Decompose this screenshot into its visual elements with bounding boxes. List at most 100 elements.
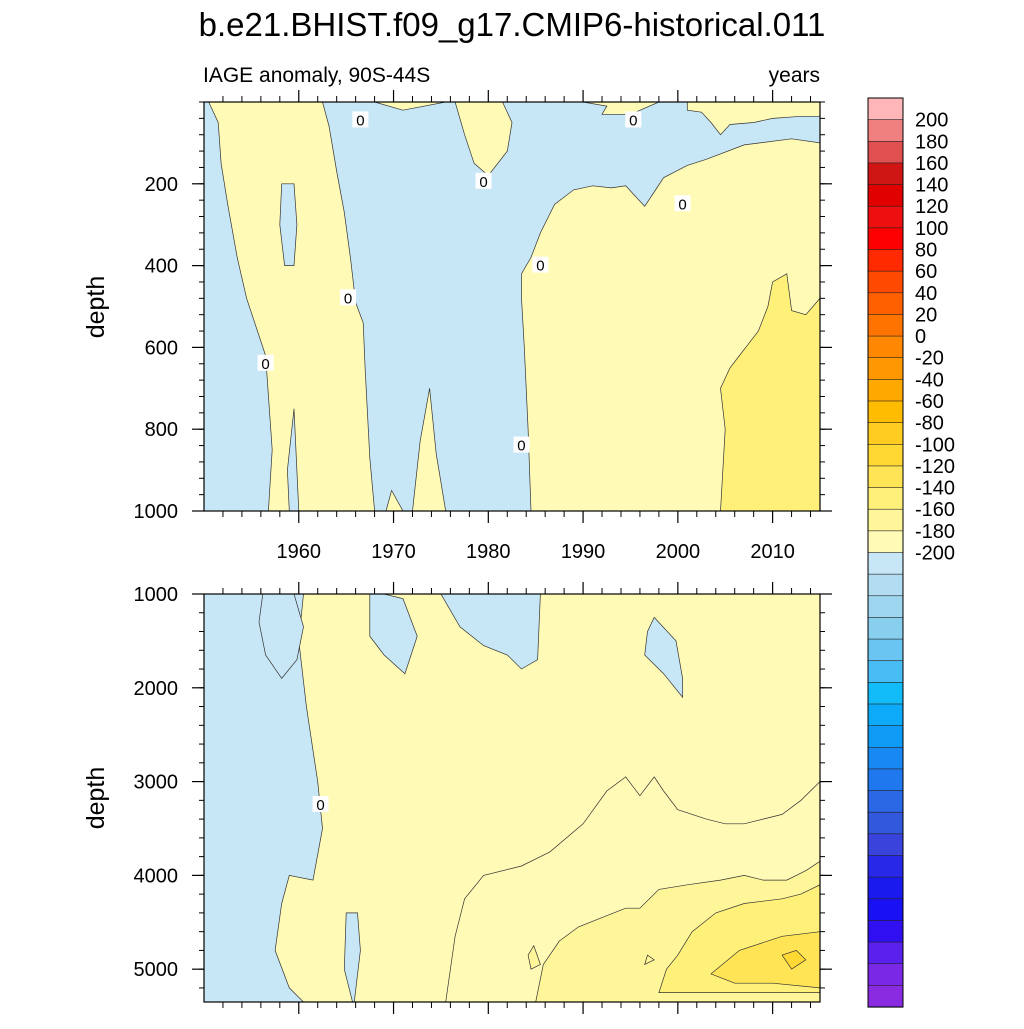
colorbar-swatch	[867, 97, 904, 121]
y-tick-label: 400	[145, 256, 178, 278]
colorbar-label: 200	[915, 110, 948, 132]
x-tick-label: 2010	[750, 541, 795, 563]
plot-frame	[203, 593, 821, 1003]
x-tick-label: 2000	[656, 541, 701, 563]
colorbar-label: -40	[915, 369, 944, 391]
colorbar-swatch	[867, 400, 904, 424]
contour-label-box	[352, 111, 369, 128]
colorbar-label: 160	[915, 153, 948, 175]
colorbar-swatch	[867, 508, 904, 532]
contour-label: 0	[678, 196, 686, 213]
colorbar-label: -200	[915, 543, 955, 565]
colorbar-label: 100	[915, 218, 948, 240]
colorbar-frame	[867, 97, 904, 1008]
colorbar-swatch	[867, 162, 904, 186]
colorbar-swatch	[867, 530, 904, 554]
colorbar-swatch	[867, 768, 904, 792]
contour-region	[454, 102, 513, 177]
lower-y-axis-label: depth	[82, 767, 110, 830]
colorbar-label: -160	[915, 499, 955, 521]
colorbar-label: -60	[915, 391, 944, 413]
contour-label: 0	[261, 356, 269, 373]
colorbar-swatch	[867, 487, 904, 510]
y-tick-label: 1000	[134, 584, 179, 606]
x-tick-label: 1970	[371, 541, 416, 563]
colorbar-swatch	[867, 855, 904, 878]
colorbar-swatch	[867, 335, 904, 359]
contour-region	[527, 944, 541, 970]
colorbar-label: 80	[915, 240, 937, 262]
colorbar-swatch	[867, 205, 904, 229]
colorbar-label: -80	[915, 413, 944, 435]
colorbar-swatch	[867, 573, 904, 597]
colorbar-swatch	[867, 379, 904, 402]
colorbar-swatch	[867, 963, 904, 986]
x-tick-label: 1960	[277, 541, 322, 563]
colorbar-label: 20	[915, 304, 937, 326]
colorbar-swatch	[867, 682, 904, 705]
contour-label-box	[674, 195, 691, 212]
contour-label-box	[625, 111, 642, 128]
lower-panel: 0 1000 2000 3000 4000 5000	[134, 582, 832, 1014]
colorbar-swatch	[867, 140, 904, 164]
contour-region	[343, 912, 361, 1002]
plot-frame	[203, 101, 821, 512]
colorbar-label: 40	[915, 283, 937, 305]
contour-label-box	[532, 256, 549, 273]
y-tick-label: 2000	[134, 678, 179, 700]
colorbar-swatch	[867, 985, 904, 1008]
contour-region	[287, 408, 300, 511]
contour-region	[440, 594, 541, 670]
colorbar-swatch	[867, 833, 904, 857]
colorbar-swatch	[867, 292, 904, 316]
colorbar-swatch	[867, 357, 904, 380]
colorbar: 200180160140120100806040200-20-40-60-80-…	[867, 97, 955, 1008]
colorbar-swatch	[867, 617, 904, 640]
colorbar-swatch	[867, 746, 904, 770]
upper-y-axis-label: depth	[82, 276, 110, 339]
panel-subtitle-right: years	[769, 64, 820, 87]
contour-label-box	[513, 436, 530, 453]
colorbar-swatch	[867, 443, 904, 467]
colorbar-swatch	[867, 595, 904, 619]
colorbar-swatch	[867, 725, 904, 748]
colorbar-swatch	[867, 920, 904, 943]
y-tick-label: 1000	[134, 501, 179, 523]
colorbar-swatch	[867, 465, 904, 489]
colorbar-swatch	[867, 184, 904, 207]
colorbar-label: -120	[915, 456, 955, 478]
colorbar-swatch	[867, 314, 904, 337]
colorbar-swatch	[867, 876, 904, 900]
colorbar-label: -20	[915, 348, 944, 370]
colorbar-swatch	[867, 422, 904, 445]
contour-region	[204, 102, 273, 511]
contour-label: 0	[316, 797, 324, 814]
contour-label: 0	[356, 112, 364, 129]
colorbar-swatch	[867, 227, 904, 251]
colorbar-swatch	[867, 638, 904, 662]
contour-label-box	[312, 796, 329, 813]
colorbar-label: 0	[915, 326, 926, 348]
upper-panel: 0 0 0 0 0 0 0 0 200 400 600 800 1000 1960 1970 1980 1990…	[134, 90, 832, 563]
colorbar-swatch	[867, 552, 904, 575]
colorbar-label: 120	[915, 196, 948, 218]
colorbar-label: 180	[915, 131, 948, 153]
x-tick-label: 1990	[561, 541, 606, 563]
contour-region	[710, 931, 820, 989]
contour-region	[322, 102, 820, 511]
colorbar-label: 140	[915, 175, 948, 197]
x-tick-label: 1980	[466, 541, 511, 563]
y-tick-label: 800	[145, 419, 178, 441]
panel-subtitle-left: IAGE anomaly, 90S-44S	[203, 64, 430, 87]
contour-label: 0	[479, 174, 487, 191]
contour-region	[644, 616, 683, 699]
colorbar-swatch	[867, 898, 904, 922]
y-tick-label: 600	[145, 337, 178, 359]
contour-label-box	[340, 289, 357, 306]
contour-region	[781, 950, 807, 970]
contour-region	[369, 594, 418, 675]
colorbar-swatch	[867, 270, 904, 294]
colorbar-swatch	[867, 119, 904, 142]
